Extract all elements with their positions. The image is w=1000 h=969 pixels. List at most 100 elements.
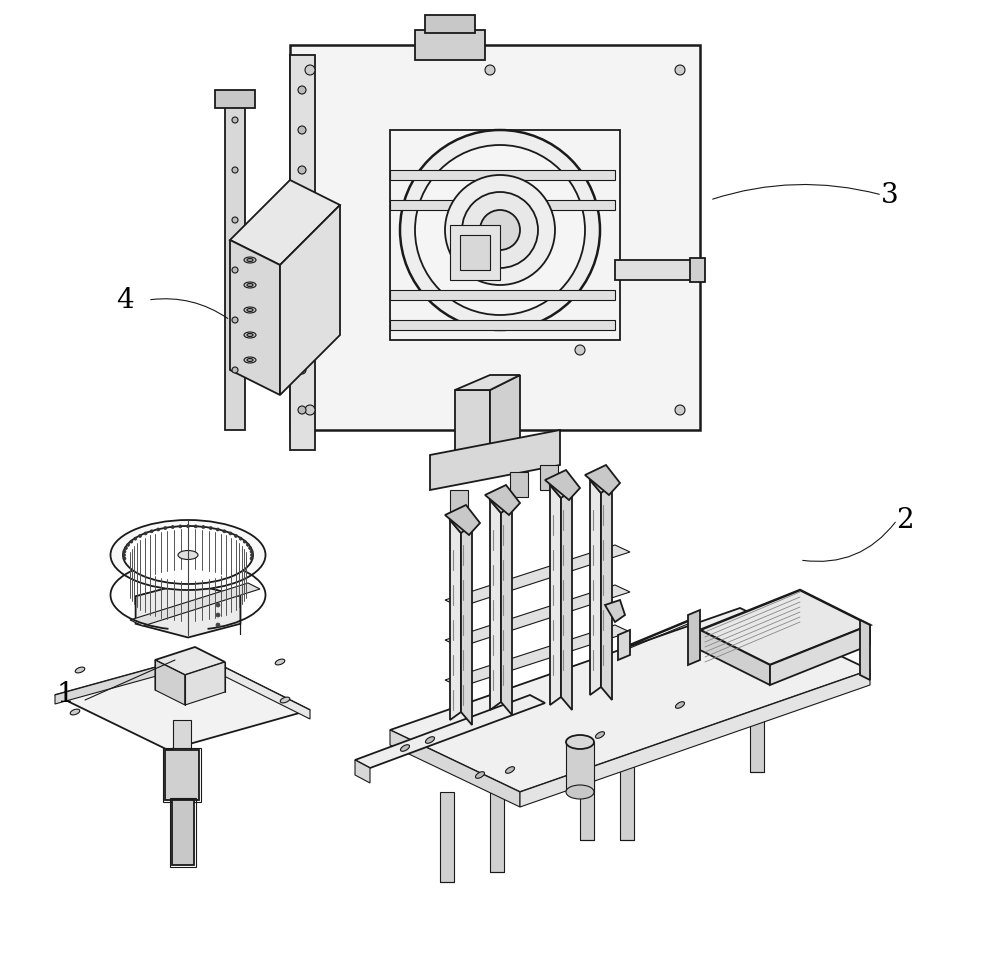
- Circle shape: [400, 130, 600, 330]
- Polygon shape: [450, 512, 472, 533]
- Polygon shape: [490, 375, 520, 460]
- Circle shape: [232, 267, 238, 273]
- Circle shape: [250, 553, 254, 556]
- Ellipse shape: [178, 550, 198, 559]
- Circle shape: [298, 326, 306, 334]
- Ellipse shape: [280, 697, 290, 703]
- Circle shape: [305, 65, 315, 75]
- Circle shape: [575, 345, 585, 355]
- Ellipse shape: [247, 308, 253, 311]
- Polygon shape: [700, 590, 870, 665]
- Polygon shape: [290, 55, 315, 450]
- FancyArrowPatch shape: [713, 184, 879, 200]
- Polygon shape: [355, 695, 545, 768]
- Bar: [450, 225, 500, 280]
- Polygon shape: [215, 90, 255, 108]
- Circle shape: [157, 528, 160, 531]
- Ellipse shape: [595, 732, 605, 738]
- Bar: [490, 772, 504, 872]
- Ellipse shape: [244, 307, 256, 313]
- Text: 2: 2: [896, 507, 914, 534]
- Circle shape: [298, 86, 306, 94]
- Polygon shape: [770, 625, 870, 685]
- Polygon shape: [590, 472, 601, 695]
- Bar: [580, 740, 594, 840]
- Circle shape: [675, 65, 685, 75]
- Ellipse shape: [425, 736, 435, 743]
- Circle shape: [250, 550, 253, 553]
- Polygon shape: [445, 545, 630, 607]
- Circle shape: [223, 530, 226, 533]
- Polygon shape: [188, 582, 240, 607]
- Circle shape: [305, 405, 315, 415]
- Polygon shape: [445, 505, 480, 535]
- Bar: [172, 800, 194, 865]
- Polygon shape: [390, 730, 520, 807]
- Bar: [415, 30, 485, 60]
- Circle shape: [298, 126, 306, 134]
- Bar: [163, 748, 201, 802]
- Ellipse shape: [247, 333, 253, 336]
- Bar: [450, 490, 468, 515]
- Polygon shape: [280, 205, 340, 395]
- Circle shape: [127, 544, 130, 547]
- Circle shape: [415, 145, 585, 315]
- Polygon shape: [200, 655, 310, 719]
- Polygon shape: [590, 472, 612, 493]
- Circle shape: [232, 367, 238, 373]
- Circle shape: [298, 206, 306, 214]
- Circle shape: [150, 530, 153, 533]
- Bar: [460, 235, 490, 270]
- Polygon shape: [290, 45, 700, 430]
- Circle shape: [445, 175, 555, 285]
- Polygon shape: [490, 492, 512, 513]
- Circle shape: [243, 540, 246, 543]
- Circle shape: [216, 623, 220, 627]
- Polygon shape: [230, 240, 280, 395]
- Ellipse shape: [244, 282, 256, 288]
- Bar: [165, 750, 199, 800]
- Polygon shape: [445, 585, 630, 647]
- Polygon shape: [485, 485, 520, 515]
- Circle shape: [134, 537, 137, 540]
- Bar: [750, 692, 764, 772]
- Ellipse shape: [123, 526, 253, 584]
- Polygon shape: [130, 583, 260, 626]
- Circle shape: [144, 532, 147, 535]
- Polygon shape: [55, 655, 310, 750]
- Circle shape: [249, 547, 252, 549]
- Polygon shape: [860, 620, 870, 680]
- Circle shape: [232, 317, 238, 323]
- Circle shape: [122, 553, 126, 556]
- Bar: [510, 472, 528, 497]
- Circle shape: [485, 65, 495, 75]
- Polygon shape: [585, 465, 620, 495]
- Circle shape: [139, 534, 142, 538]
- Bar: [690, 258, 705, 282]
- Text: 1: 1: [56, 681, 74, 708]
- Ellipse shape: [505, 766, 515, 773]
- Circle shape: [186, 524, 190, 528]
- Bar: [540, 465, 558, 490]
- Circle shape: [480, 210, 520, 250]
- Bar: [173, 720, 191, 750]
- Polygon shape: [185, 662, 225, 705]
- Polygon shape: [455, 390, 490, 460]
- Circle shape: [209, 526, 212, 530]
- Circle shape: [164, 526, 167, 530]
- Circle shape: [216, 528, 219, 531]
- Polygon shape: [545, 470, 580, 500]
- Circle shape: [171, 525, 174, 528]
- Bar: [615, 260, 695, 280]
- Circle shape: [232, 217, 238, 223]
- Circle shape: [675, 405, 685, 415]
- Polygon shape: [590, 472, 612, 493]
- Circle shape: [229, 532, 232, 535]
- Ellipse shape: [275, 659, 285, 665]
- Polygon shape: [450, 512, 472, 533]
- Ellipse shape: [110, 520, 266, 590]
- Polygon shape: [445, 625, 630, 687]
- Circle shape: [555, 195, 565, 205]
- Ellipse shape: [75, 667, 85, 672]
- Bar: [170, 798, 196, 867]
